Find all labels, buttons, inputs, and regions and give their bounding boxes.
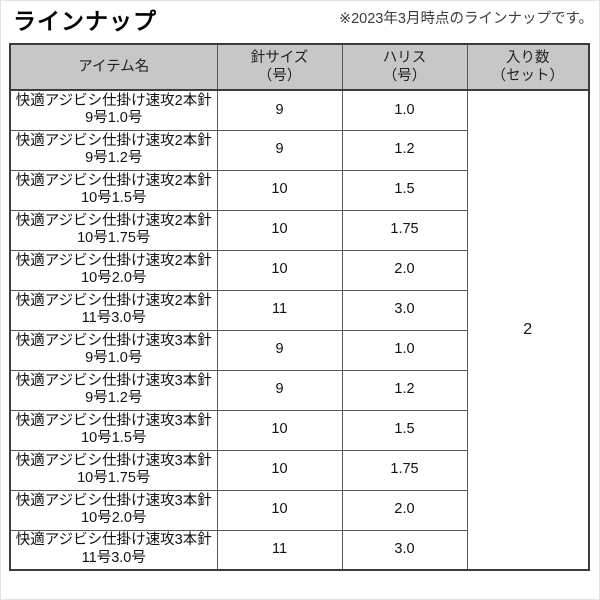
hook-size-cell: 11: [216, 289, 343, 331]
hook-size-cell: 9: [216, 369, 343, 411]
hook-size-cell: 10: [216, 249, 343, 291]
hook-size-cell: 10: [216, 449, 343, 491]
item-name-cell: 快適アジビシ仕掛け速攻3本針 10号1.75号: [9, 449, 218, 491]
harisu-cell: 1.5: [341, 409, 468, 451]
harisu-cell: 1.2: [341, 129, 468, 171]
table-row: 快適アジビシ仕掛け速攻2本針 10号1.5号 10 1.5: [9, 169, 589, 211]
table-row: 快適アジビシ仕掛け速攻3本針 9号1.2号 9 1.2: [9, 369, 589, 411]
table-row: 快適アジビシ仕掛け速攻3本針 11号3.0号 11 3.0: [9, 529, 589, 571]
item-name-cell: 快適アジビシ仕掛け速攻3本針 9号1.2号: [9, 369, 218, 411]
table-row: 快適アジビシ仕掛け速攻2本針 9号1.2号 9 1.2: [9, 129, 589, 171]
col-header-item-name: アイテム名: [9, 43, 218, 91]
col-header-hook-size: 針サイズ （号）: [216, 43, 343, 91]
page-title: ラインナップ: [13, 8, 157, 34]
item-name-cell: 快適アジビシ仕掛け速攻2本針 11号3.0号: [9, 289, 218, 331]
hook-size-cell: 9: [216, 329, 343, 371]
hook-size-cell: 9: [216, 129, 343, 171]
col-header-quantity: 入り数 （セット）: [466, 43, 590, 91]
harisu-cell: 1.75: [341, 449, 468, 491]
table-row: 快適アジビシ仕掛け速攻3本針 10号1.5号 10 1.5: [9, 409, 589, 451]
harisu-cell: 1.0: [341, 89, 468, 131]
item-name-cell: 快適アジビシ仕掛け速攻3本針 11号3.0号: [9, 529, 218, 571]
hook-size-cell: 10: [216, 169, 343, 211]
item-name-cell: 快適アジビシ仕掛け速攻2本針 9号1.2号: [9, 129, 218, 171]
hook-size-cell: 9: [216, 89, 343, 131]
item-name-cell: 快適アジビシ仕掛け速攻2本針 10号1.5号: [9, 169, 218, 211]
quantity-merged-cell: 2: [466, 89, 590, 571]
harisu-cell: 1.75: [341, 209, 468, 251]
harisu-cell: 2.0: [341, 249, 468, 291]
harisu-cell: 1.0: [341, 329, 468, 371]
top-bar: ラインナップ ※2023年3月時点のラインナップです。: [1, 1, 599, 43]
item-name-cell: 快適アジビシ仕掛け速攻2本針 10号2.0号: [9, 249, 218, 291]
harisu-cell: 1.5: [341, 169, 468, 211]
table-row: 快適アジビシ仕掛け速攻3本針 10号2.0号 10 2.0: [9, 489, 589, 531]
table-row: 快適アジビシ仕掛け速攻3本針 10号1.75号 10 1.75: [9, 449, 589, 491]
item-name-cell: 快適アジビシ仕掛け速攻3本針 10号2.0号: [9, 489, 218, 531]
hook-size-cell: 11: [216, 529, 343, 571]
harisu-cell: 1.2: [341, 369, 468, 411]
harisu-cell: 2.0: [341, 489, 468, 531]
item-name-cell: 快適アジビシ仕掛け速攻2本針 10号1.75号: [9, 209, 218, 251]
item-name-cell: 快適アジビシ仕掛け速攻2本針 9号1.0号: [9, 89, 218, 131]
harisu-cell: 3.0: [341, 289, 468, 331]
item-name-cell: 快適アジビシ仕掛け速攻3本針 9号1.0号: [9, 329, 218, 371]
table-row: 快適アジビシ仕掛け速攻2本針 9号1.0号 9 1.0 2: [9, 89, 590, 571]
hook-size-cell: 10: [216, 209, 343, 251]
table-row: 快適アジビシ仕掛け速攻2本針 10号1.75号 10 1.75: [9, 209, 589, 251]
table-row: 快適アジビシ仕掛け速攻2本針 10号2.0号 10 2.0: [9, 249, 589, 291]
lineup-table: アイテム名 針サイズ （号） ハリス （号） 入り数 （セット） 快適アジビシ仕…: [9, 43, 590, 571]
hook-size-cell: 10: [216, 489, 343, 531]
harisu-cell: 3.0: [341, 529, 468, 571]
table-row: 快適アジビシ仕掛け速攻3本針 9号1.0号 9 1.0: [9, 329, 589, 371]
col-header-harisu: ハリス （号）: [341, 43, 468, 91]
lineup-date-note: ※2023年3月時点のラインナップです。: [338, 11, 593, 27]
table-row: 快適アジビシ仕掛け速攻2本針 11号3.0号 11 3.0: [9, 289, 589, 331]
hook-size-cell: 10: [216, 409, 343, 451]
item-name-cell: 快適アジビシ仕掛け速攻3本針 10号1.5号: [9, 409, 218, 451]
header-row: アイテム名 針サイズ （号） ハリス （号） 入り数 （セット）: [9, 43, 590, 91]
